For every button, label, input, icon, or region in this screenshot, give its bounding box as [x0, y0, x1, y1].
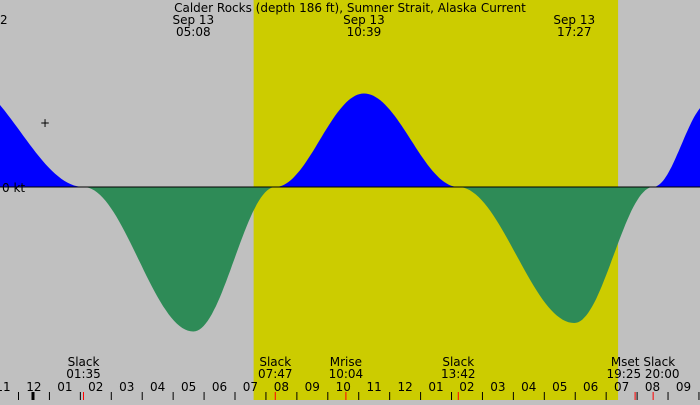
x-tick-label: 11 — [367, 380, 382, 394]
x-tick-label: 09 — [676, 380, 691, 394]
x-tick-label: 05 — [552, 380, 567, 394]
max-time-label: 10:39 — [347, 25, 382, 39]
x-tick-label: 10 — [336, 380, 351, 394]
event-time-label: 01:35 — [66, 367, 101, 381]
event-time-label: 19:25 20:00 — [607, 367, 680, 381]
ebb-area — [86, 187, 274, 332]
x-tick-label: 04 — [521, 380, 536, 394]
x-tick-label: 02 — [88, 380, 103, 394]
x-tick-label: 12 — [397, 380, 412, 394]
x-tick-label: 11 — [0, 380, 11, 394]
y-partial-label: 2 — [0, 13, 8, 27]
max-date-label: Sep 13 — [172, 13, 214, 27]
event-name-label: Slack — [259, 355, 291, 369]
x-tick-label: 01 — [57, 380, 72, 394]
flood-area — [275, 93, 459, 187]
event-name-label: Slack — [68, 355, 100, 369]
x-tick-label: 12 — [26, 380, 41, 394]
x-tick-label: 05 — [181, 380, 196, 394]
x-tick-label: 03 — [119, 380, 134, 394]
x-tick-label: 03 — [490, 380, 505, 394]
max-time-label: 17:27 — [557, 25, 592, 39]
x-tick-label: 02 — [459, 380, 474, 394]
event-time-label: 13:42 — [441, 367, 476, 381]
event-name-label: Slack — [442, 355, 474, 369]
event-time-label: 10:04 — [329, 367, 364, 381]
x-tick-label: 06 — [212, 380, 227, 394]
y-tick-plus: + — [40, 116, 50, 130]
flood-area — [653, 108, 700, 187]
max-time-label: 05:08 — [176, 25, 211, 39]
x-tick-label: 07 — [614, 380, 629, 394]
x-tick-label: 08 — [645, 380, 660, 394]
x-tick-label: 04 — [150, 380, 165, 394]
event-name-label: Mrise — [330, 355, 362, 369]
event-time-label: 07:47 — [258, 367, 293, 381]
current-areas — [0, 93, 700, 332]
chart-title: Calder Rocks (depth 186 ft), Sumner Stra… — [174, 1, 526, 15]
y-zero-label: 0 kt — [2, 181, 25, 195]
x-tick-label: 01 — [428, 380, 443, 394]
x-tick-label: 06 — [583, 380, 598, 394]
x-tick-label: 08 — [274, 380, 289, 394]
event-labels: Slack01:35Slack07:47Mrise10:04Slack13:42… — [66, 355, 679, 381]
x-axis-ticks: 11 12 01 02 03 04 05 06 07 08 09 10 11 12 01 02 03 04 05 06… — [0, 380, 700, 400]
x-tick-label: 09 — [305, 380, 320, 394]
ebb-area — [461, 187, 652, 323]
x-tick-label: 07 — [243, 380, 258, 394]
max-date-label: Sep 13 — [343, 13, 385, 27]
max-date-label: Sep 13 — [553, 13, 595, 27]
event-name-label: Mset Slack — [611, 355, 675, 369]
flood-area — [0, 104, 84, 187]
